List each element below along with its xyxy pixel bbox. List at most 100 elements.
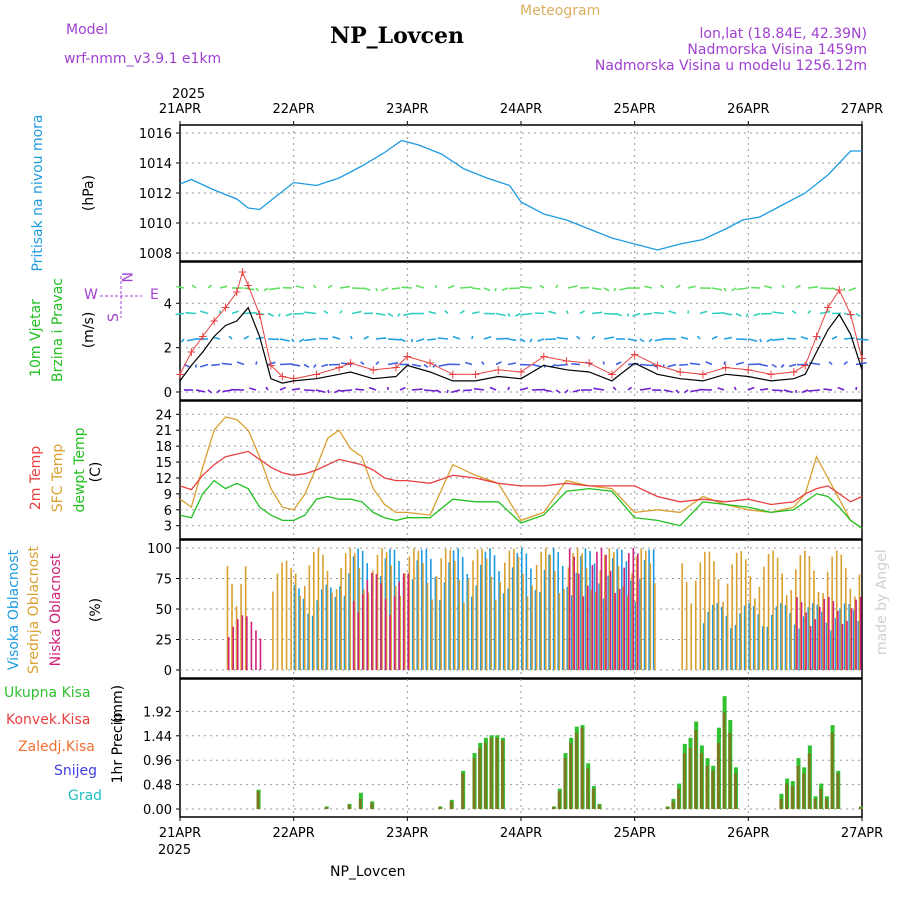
cloud-bar	[250, 621, 253, 670]
wind-vector-arrow	[787, 337, 797, 340]
cloud-bar	[711, 604, 714, 670]
wind-vector-arrow	[687, 310, 690, 314]
pressure-unit-label: (hPa)	[81, 175, 97, 211]
temp-2m-line	[179, 450, 863, 506]
cloud-bar	[407, 573, 410, 670]
cloud-bar	[417, 550, 420, 670]
wind-vector-arrow	[753, 312, 761, 317]
wind-vector-arrow	[668, 310, 677, 315]
dewpt-line	[179, 479, 863, 529]
precip-conv-bar	[813, 798, 817, 809]
wind-vector-arrow	[507, 338, 517, 342]
y-tick-label: 0.48	[143, 779, 172, 794]
cloud-bar	[721, 606, 723, 670]
cloud-bar	[375, 574, 378, 670]
y-tick-label: 18	[155, 440, 172, 455]
cloud-bar	[557, 552, 559, 670]
cloud-bar	[837, 610, 839, 670]
cloud-bar	[567, 567, 570, 670]
cloud-bar	[818, 606, 821, 670]
cloud-bar	[352, 601, 355, 670]
cloud-bar	[855, 599, 857, 670]
wind-vector-arrow	[495, 337, 509, 340]
precip-conv-bar	[563, 758, 567, 809]
y-tick-label: 3	[164, 520, 172, 535]
cloud-bar	[734, 624, 737, 670]
wind-vector-arrow	[819, 310, 831, 315]
x-tick-label-top: 24APR	[500, 102, 542, 117]
wind-vector-arrow	[397, 313, 401, 317]
wind-vector-arrow	[219, 285, 228, 289]
precip-conv-bar	[665, 806, 669, 809]
cloud-bar	[809, 626, 812, 670]
wind-vector-arrow	[207, 389, 213, 394]
wind-vector-arrow	[807, 389, 821, 392]
cloud-bar	[781, 573, 783, 670]
cloud-bar	[798, 628, 800, 670]
cloud-bar	[302, 598, 305, 670]
cloud-bar	[399, 595, 402, 670]
x-tick-label-top: 22APR	[273, 102, 315, 117]
cloud-bar	[381, 548, 383, 670]
wind-vector-arrow	[464, 361, 473, 366]
x-tick-label-bottom: 26APR	[727, 826, 769, 841]
cloud-unit-label: (%)	[88, 598, 104, 622]
cloud-bar	[600, 548, 603, 670]
wind-vector-arrow	[321, 363, 329, 368]
cloud-bar	[440, 558, 442, 670]
wind-vector-arrow	[791, 310, 797, 315]
precip-conv-bar	[779, 798, 783, 809]
wind-vector-arrow	[187, 338, 197, 342]
cloud-bar	[376, 554, 379, 670]
cloud-bar	[307, 613, 309, 670]
wind-vector-arrow	[327, 389, 330, 394]
wind-vector-arrow	[514, 312, 521, 317]
cloud-bar	[543, 570, 546, 670]
model-elevation-label: Nadmorska Visina u modelu 1256.12m	[595, 58, 867, 74]
wind-vector-arrow	[747, 386, 755, 391]
cloud-bar	[857, 620, 860, 670]
wind-vector-arrow	[717, 387, 725, 391]
cloud-bar	[577, 573, 580, 670]
wind-vector-arrow	[340, 362, 353, 366]
wind-vector-arrow	[295, 285, 305, 289]
cloud-bar	[402, 573, 405, 670]
compass-south: S	[106, 313, 122, 322]
cloud-bar	[511, 567, 514, 670]
wind-vector-arrow	[291, 363, 301, 367]
cloud-bar	[617, 565, 620, 670]
cloud-bar	[548, 554, 550, 670]
cloud-bar	[584, 548, 587, 670]
subtitle: Meteogram	[520, 3, 600, 19]
wind-vector-arrow	[711, 335, 718, 340]
wind-vector-arrow	[459, 286, 473, 289]
precip-conv-bar	[472, 758, 476, 809]
wind-vector-arrow	[303, 389, 315, 392]
cloud-bar	[604, 554, 606, 670]
wind-vector-arrow	[591, 335, 596, 340]
wind-vector-arrow	[278, 313, 281, 317]
cloud-bar	[634, 601, 637, 670]
cloud-bar	[717, 579, 720, 670]
wind-vector-arrow	[243, 335, 250, 340]
wind-vector-arrow	[639, 338, 645, 343]
cloud-bar	[385, 551, 388, 670]
wind-vector-arrow	[435, 389, 442, 394]
cloud-bar	[276, 573, 279, 670]
cloud-bar	[823, 598, 826, 670]
precip-conv-bar	[495, 737, 499, 809]
cloud-bar	[343, 595, 346, 670]
cloud-bar	[493, 555, 496, 670]
cloud-bar	[632, 548, 635, 670]
cloud-bar	[272, 591, 274, 670]
cloud-bar	[517, 556, 520, 670]
cloud-bar	[631, 572, 633, 670]
wind-vector-arrow	[423, 389, 437, 392]
wind-vector-arrow	[801, 389, 809, 394]
cloud-bar	[322, 554, 324, 670]
cloud-bar	[326, 570, 329, 670]
precip-conv-bar	[324, 806, 328, 809]
elevation-label: Nadmorska Visina 1459m	[687, 42, 867, 58]
x-tick-label-bottom: 21APR	[159, 826, 201, 841]
wind-vector-arrow	[228, 335, 233, 340]
